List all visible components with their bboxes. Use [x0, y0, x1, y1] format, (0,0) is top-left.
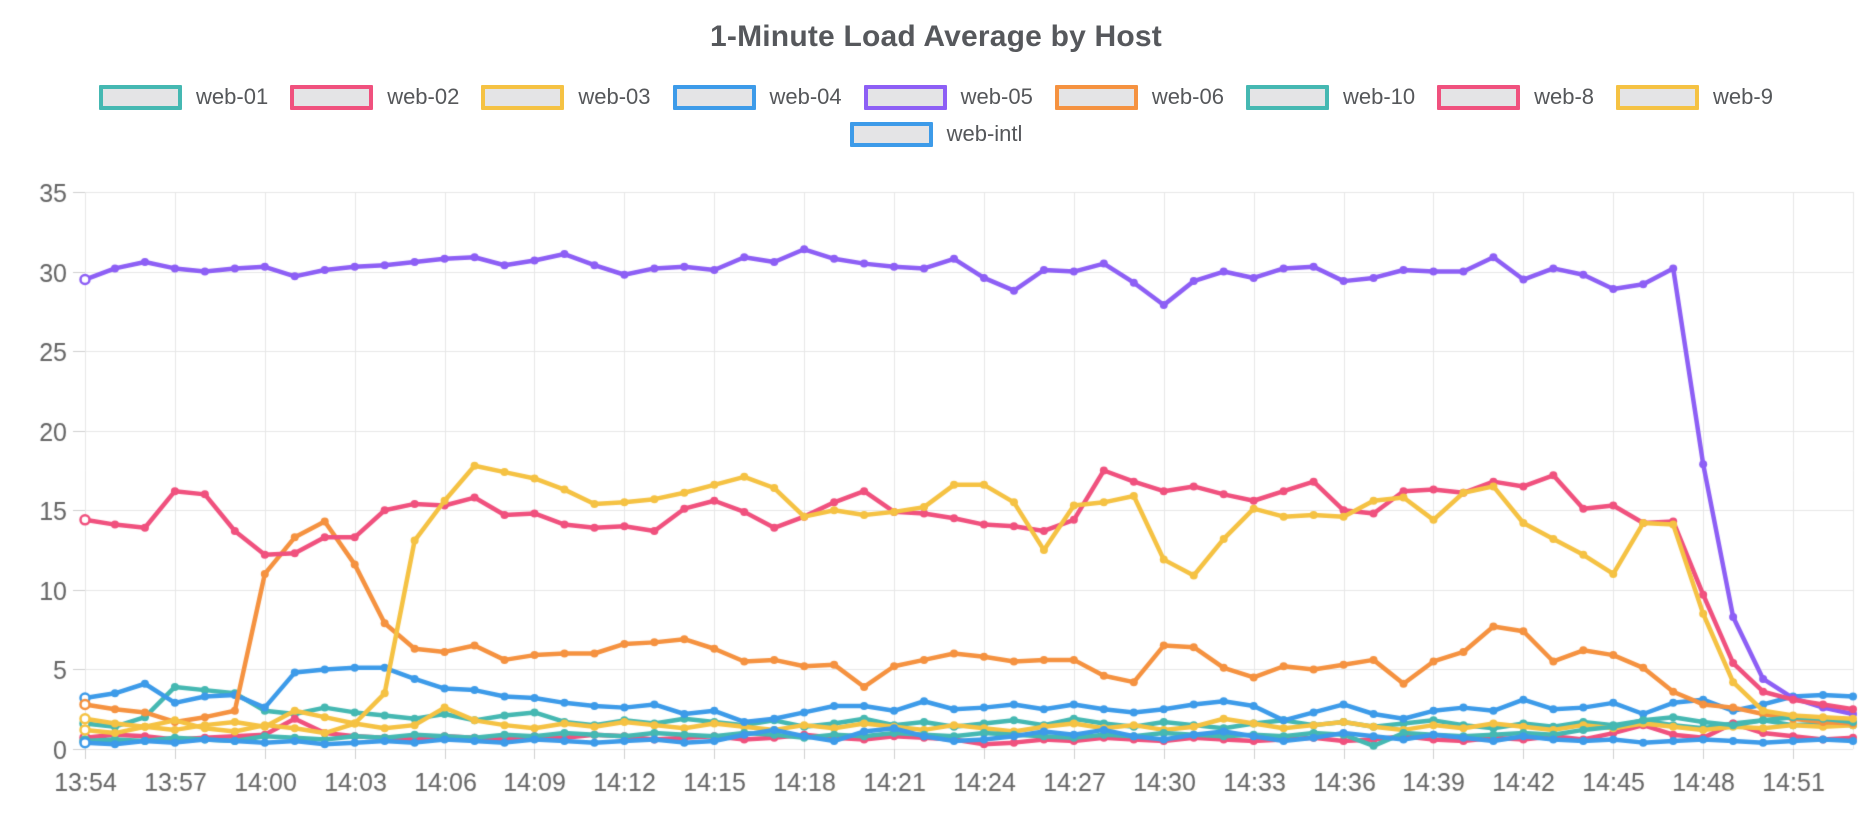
legend-swatch-web-8 — [1437, 84, 1521, 110]
legend-label-web-01: web-01 — [196, 84, 269, 109]
legend-label-web-8: web-8 — [1534, 84, 1595, 109]
legend-label-web-10: web-10 — [1342, 84, 1416, 109]
legend-item-web-8[interactable]: web-8 — [1437, 84, 1594, 110]
legend-label-web-02: web-02 — [387, 84, 460, 109]
legend-swatch-web-04 — [672, 84, 756, 110]
legend-swatch-web-02 — [290, 84, 374, 110]
legend-swatch-web-06 — [1054, 84, 1138, 110]
legend-swatch-web-05 — [863, 84, 947, 110]
legend-swatch-web-intl — [849, 121, 933, 147]
legend-item-web-9[interactable]: web-9 — [1616, 84, 1773, 110]
legend-label-web-05: web-05 — [960, 84, 1033, 109]
legend-row-1: web-01 web-02 web-03 web-04 web-05 web-0… — [0, 84, 1872, 110]
legend-item-web-10[interactable]: web-10 — [1245, 84, 1416, 110]
legend-item-web-01[interactable]: web-01 — [99, 84, 268, 110]
legend-label-web-9: web-9 — [1713, 84, 1773, 109]
legend-item-web-04[interactable]: web-04 — [672, 84, 842, 110]
legend-item-web-02[interactable]: web-02 — [290, 84, 459, 110]
legend-swatch-web-01 — [99, 84, 183, 110]
legend-item-web-06[interactable]: web-06 — [1054, 84, 1224, 110]
legend-swatch-web-9 — [1616, 84, 1700, 110]
chart-legend: web-01 web-02 web-03 web-04 web-05 web-0… — [0, 84, 1872, 158]
legend-label-web-intl: web-intl — [946, 121, 1023, 146]
legend-label-web-04: web-04 — [769, 84, 842, 109]
legend-item-web-03[interactable]: web-03 — [481, 84, 651, 110]
legend-item-web-05[interactable]: web-05 — [863, 84, 1033, 110]
legend-swatch-web-10 — [1245, 84, 1329, 110]
legend-label-web-06: web-06 — [1151, 84, 1224, 109]
legend-swatch-web-03 — [481, 84, 565, 110]
chart-title: 1-Minute Load Average by Host — [710, 20, 1162, 53]
legend-row-2: web-intl — [0, 121, 1872, 147]
legend-item-web-intl[interactable]: web-intl — [849, 121, 1023, 147]
legend-label-web-03: web-03 — [578, 84, 651, 109]
